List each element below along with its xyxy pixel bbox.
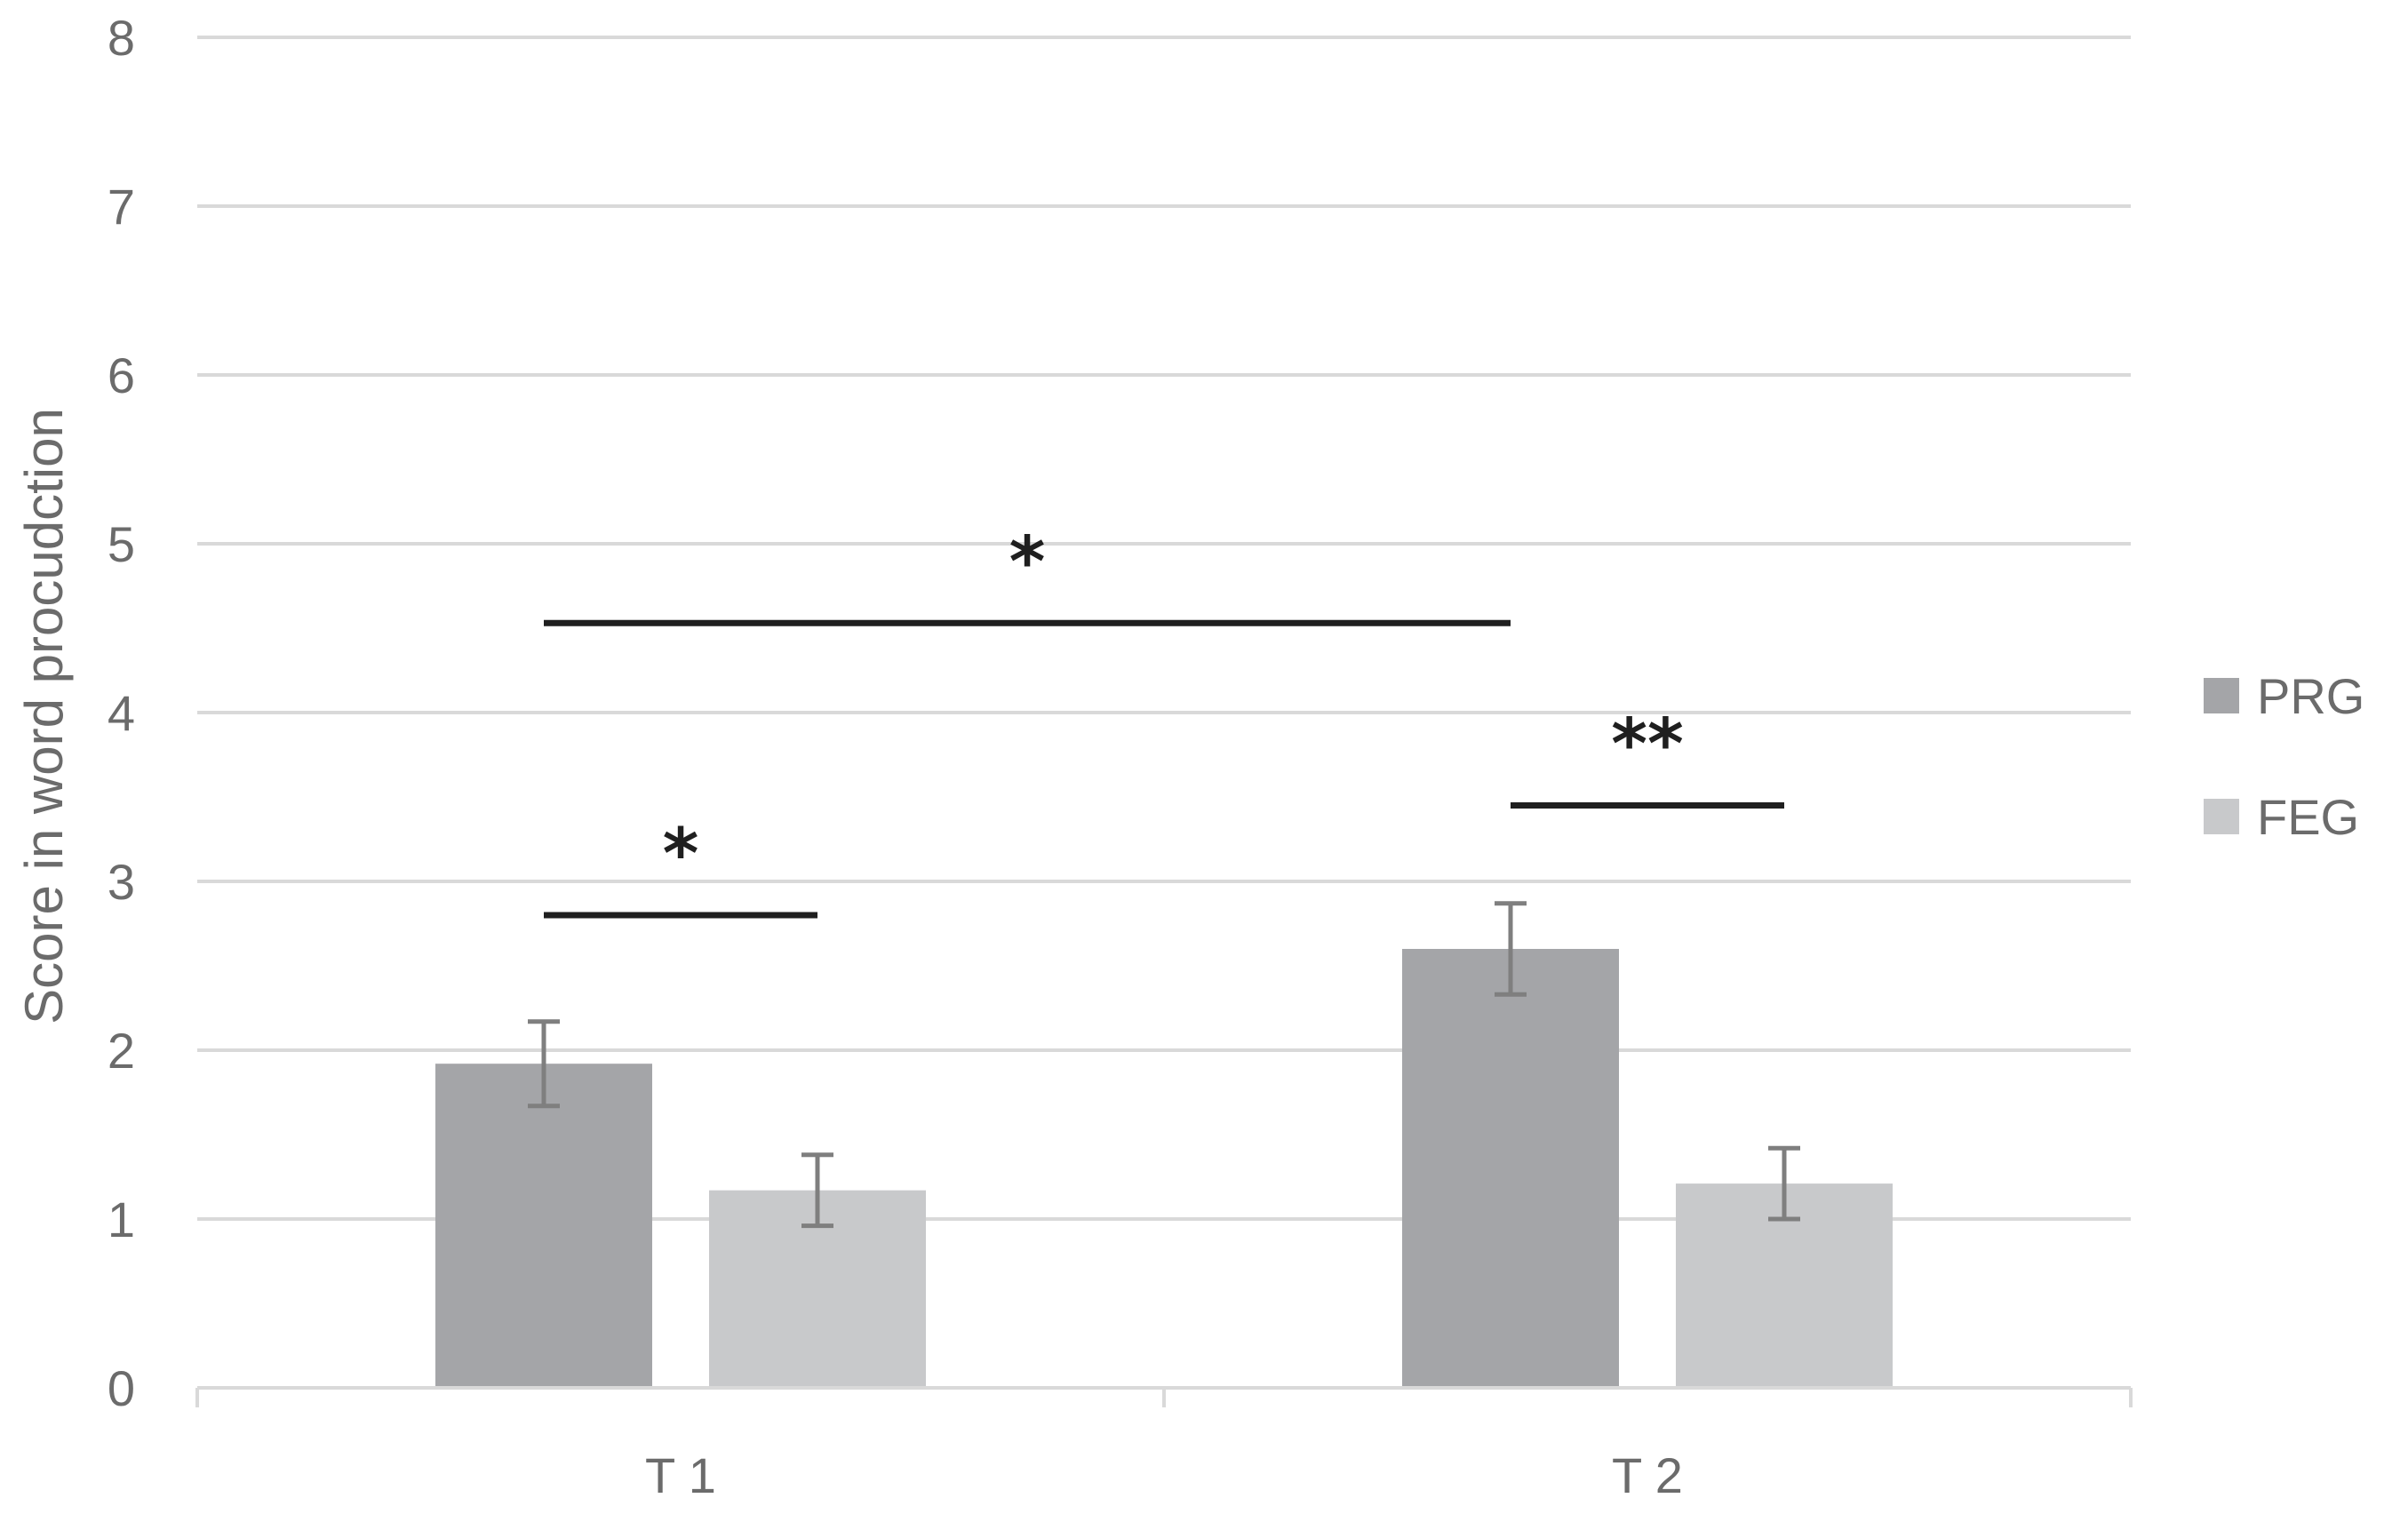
significance-label: * xyxy=(663,815,699,895)
y-axis-title: Score in word procudction xyxy=(14,408,74,1024)
y-tick-label: 0 xyxy=(108,1360,135,1416)
legend-label: FEG xyxy=(2257,789,2359,845)
bars xyxy=(435,949,1893,1388)
y-tick-label: 3 xyxy=(108,854,135,910)
y-tick-label: 7 xyxy=(108,179,135,235)
y-tick-label: 8 xyxy=(108,10,135,66)
x-tick-label: T 1 xyxy=(645,1447,716,1503)
error-bars xyxy=(528,901,1800,1229)
bar-prg-1 xyxy=(435,1064,652,1388)
legend-swatch-prg xyxy=(2204,678,2239,713)
significance-label: ** xyxy=(1611,705,1684,785)
y-tick-label: 5 xyxy=(108,516,135,572)
x-tick-label: T 2 xyxy=(1612,1447,1683,1503)
significance-label: * xyxy=(1009,522,1046,602)
y-tick-label: 2 xyxy=(108,1023,135,1079)
legend-label: PRG xyxy=(2257,668,2364,724)
y-tick-label: 6 xyxy=(108,347,135,403)
bar-prg-2 xyxy=(1402,949,1619,1388)
x-tick-labels: T 1 T 2 xyxy=(645,1447,1683,1503)
legend: PRG FEG xyxy=(2204,668,2364,845)
y-tick-label: 1 xyxy=(108,1191,135,1247)
y-tick-label: 4 xyxy=(108,685,135,741)
y-tick-labels: 0 1 2 3 4 5 6 7 8 xyxy=(108,10,135,1416)
gridlines xyxy=(197,36,2131,1221)
legend-swatch-feg xyxy=(2204,799,2239,834)
x-axis xyxy=(195,1386,2133,1407)
significance-annotations: **** xyxy=(544,522,1784,919)
